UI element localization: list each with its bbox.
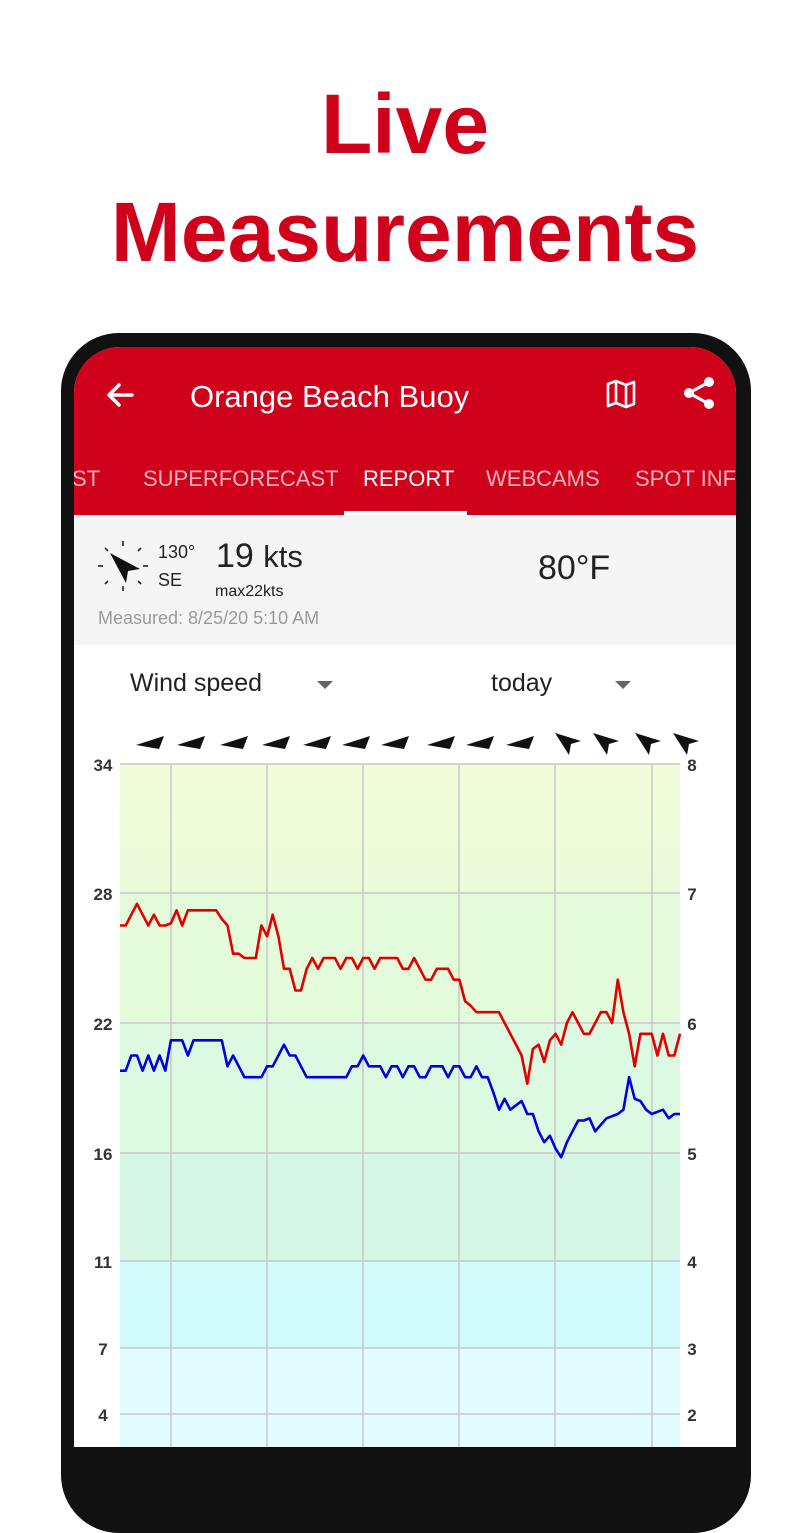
wind-arrow-shape <box>466 736 494 749</box>
headline-line-1: Live <box>320 77 490 171</box>
wind-arrow <box>555 733 581 755</box>
selected-tab-indicator <box>344 511 467 515</box>
wind-arrow <box>303 736 331 749</box>
wind-arrow-shape <box>673 733 699 755</box>
wind-arrow-shape <box>427 736 455 749</box>
tab-spot-info[interactable]: SPOT INFO <box>635 466 736 491</box>
wind-arrow <box>466 736 494 749</box>
arrow-left-icon[interactable] <box>100 375 140 415</box>
wind-direction-name: SE <box>158 570 183 590</box>
wind-direction-icon <box>98 541 148 591</box>
wind-arrow-shape <box>593 733 619 755</box>
wind-arrow-shape <box>177 736 205 749</box>
y-axis-left-tick-label: 4 <box>98 1406 108 1425</box>
wind-arrow-shape <box>342 736 370 749</box>
wind-gust-series <box>120 902 682 1086</box>
wind-arrow-shape <box>635 733 661 755</box>
wind-arrow <box>635 733 661 755</box>
tab-superforecast[interactable]: SUPERFORECAST <box>143 466 339 491</box>
chart-band <box>120 1153 680 1261</box>
wind-arrow-shape <box>303 736 331 749</box>
wind-arrow-shape <box>555 733 581 755</box>
headline: Live Measurements <box>0 70 810 286</box>
page-title: Orange Beach Buoy <box>190 379 470 414</box>
y-axis-left-tick-label: 28 <box>94 885 113 904</box>
y-axis-left-tick-label: 11 <box>94 1253 112 1272</box>
wind-arrow <box>593 733 619 755</box>
wind-gust: max22kts <box>215 583 284 600</box>
y-axis-left-tick-label: 22 <box>94 1015 113 1034</box>
y-axis-right-tick-label: 8 <box>687 756 696 775</box>
wind-direction-degrees: 130° <box>158 542 196 562</box>
wind-arrow-shape <box>381 736 409 749</box>
wind-speed-number: 19 <box>216 537 254 575</box>
wind-arrow <box>262 736 290 749</box>
period-select[interactable]: today <box>491 669 553 697</box>
wind-arrow-shape <box>506 736 534 749</box>
wind-speed-unit: kts <box>263 539 303 574</box>
headline-line-2: Measurements <box>110 185 700 279</box>
tab-report[interactable]: REPORT <box>363 466 455 491</box>
wind-arrow <box>136 736 164 749</box>
tab-webcams[interactable]: WEBCAMS <box>486 466 600 491</box>
wind-arrow <box>673 733 699 755</box>
wind-speed-series <box>120 1038 680 1159</box>
chart-band <box>120 764 680 893</box>
y-axis-right-tick-label: 5 <box>687 1145 696 1164</box>
y-axis-right-tick-label: 3 <box>687 1340 696 1359</box>
app-bar: Orange Beach Buoy ST SUPERFORECAST REPOR… <box>74 347 736 515</box>
wind-arrow <box>342 736 370 749</box>
y-axis-left-tick-label: 16 <box>94 1145 113 1164</box>
wind-arrow <box>506 736 534 749</box>
period-select-chevron-down-icon[interactable] <box>615 681 631 689</box>
chart-band <box>120 1023 680 1153</box>
y-axis-right-tick-label: 2 <box>687 1406 696 1425</box>
y-axis-right-tick-label: 4 <box>687 1253 697 1272</box>
y-axis-left-tick-label: 34 <box>94 756 113 775</box>
current-conditions: 130° SE 19 kts max22kts 80°F Measured: 8… <box>74 515 736 645</box>
map-icon[interactable] <box>604 377 638 411</box>
wind-arrow <box>220 736 248 749</box>
wind-arrow-shape <box>136 736 164 749</box>
parameter-select[interactable]: Wind speed <box>130 669 263 697</box>
temperature: 80°F <box>538 549 611 587</box>
measured-timestamp: Measured: 8/25/20 5:10 AM <box>98 608 320 628</box>
y-axis-left-tick-label: 7 <box>98 1340 107 1359</box>
wind-arrow-shape <box>220 736 248 749</box>
wind-arrow-shape <box>262 736 290 749</box>
wind-arrow <box>427 736 455 749</box>
wind-arrow <box>381 736 409 749</box>
wind-speed-value: 19 kts <box>216 537 303 576</box>
tab-forecast[interactable]: ST <box>74 466 101 491</box>
app-screen: Orange Beach Buoy ST SUPERFORECAST REPOR… <box>74 347 736 1447</box>
share-icon[interactable] <box>681 375 717 411</box>
y-axis-right-tick-label: 6 <box>687 1015 696 1034</box>
chart-band <box>120 1261 680 1348</box>
y-axis-right-tick-label: 7 <box>687 885 696 904</box>
chart-band <box>120 893 680 1023</box>
parameter-select-chevron-down-icon[interactable] <box>317 681 333 689</box>
wind-arrow <box>177 736 205 749</box>
chart-band <box>120 1348 680 1447</box>
